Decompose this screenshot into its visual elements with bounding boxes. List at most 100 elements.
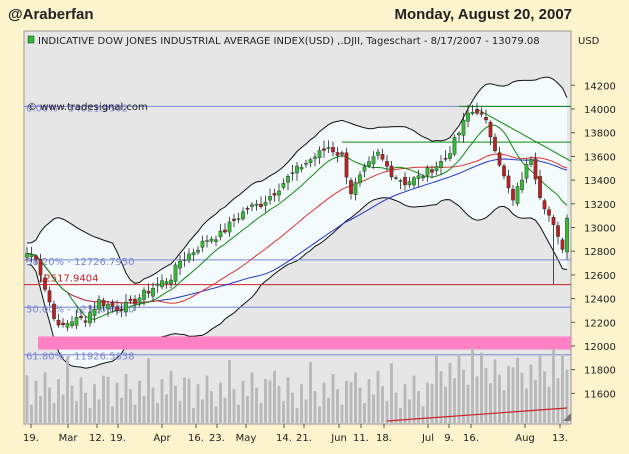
candle-body bbox=[79, 316, 83, 319]
x-tick-label-7: May bbox=[236, 433, 257, 444]
candle-body bbox=[88, 312, 92, 324]
candle-body bbox=[142, 289, 146, 300]
candle-body bbox=[313, 156, 317, 159]
volume-bar bbox=[408, 399, 411, 424]
candle-body bbox=[353, 182, 358, 195]
volume-bar bbox=[30, 404, 33, 424]
candle-body bbox=[452, 137, 457, 155]
x-tick-label-2: 12. bbox=[89, 433, 105, 444]
x-tick-label-12: 18. bbox=[376, 433, 392, 444]
candle-body bbox=[245, 208, 250, 210]
volume-bar bbox=[529, 364, 533, 424]
candle-body bbox=[178, 260, 182, 269]
y-tick-label-13: 14200 bbox=[584, 81, 616, 92]
candle-body bbox=[344, 152, 349, 178]
volume-bar bbox=[61, 394, 65, 424]
volume-bar bbox=[151, 387, 155, 424]
candle-body bbox=[83, 320, 88, 323]
volume-bar bbox=[255, 387, 258, 424]
volume-bar bbox=[376, 370, 380, 424]
volume-bar bbox=[124, 374, 128, 424]
volume-bar bbox=[412, 375, 416, 424]
candle-body bbox=[74, 317, 79, 326]
candle-body bbox=[389, 165, 394, 178]
candle-body bbox=[380, 154, 385, 160]
volume-bar bbox=[214, 406, 218, 424]
volume-bar bbox=[102, 375, 105, 424]
candle-body bbox=[515, 186, 520, 204]
volume-bar bbox=[282, 401, 285, 424]
volume-bar bbox=[475, 376, 479, 424]
candle-body bbox=[70, 321, 74, 327]
candle-body bbox=[160, 280, 164, 288]
volume-bar bbox=[192, 408, 195, 424]
volume-bar bbox=[421, 406, 425, 424]
candle-body bbox=[371, 156, 376, 165]
highlight-band bbox=[38, 336, 571, 350]
candle-body bbox=[479, 112, 484, 115]
candle-body bbox=[335, 152, 340, 156]
volume-bar bbox=[232, 389, 236, 424]
candle-body bbox=[236, 218, 241, 220]
volume-bar bbox=[295, 408, 299, 424]
volume-bar bbox=[502, 390, 506, 424]
volume-bar bbox=[241, 380, 245, 424]
volume-bar bbox=[75, 401, 78, 424]
volume-bar bbox=[147, 358, 150, 424]
resize-corner-icon bbox=[563, 413, 571, 421]
candle-body bbox=[250, 204, 254, 207]
candle-body bbox=[493, 136, 497, 152]
candle-body bbox=[385, 161, 389, 167]
volume-bar bbox=[70, 385, 74, 424]
volume-bar bbox=[264, 379, 267, 424]
volume-bar bbox=[129, 389, 132, 424]
candle-body bbox=[425, 167, 430, 176]
candle-body bbox=[529, 158, 533, 165]
candle-body bbox=[520, 179, 524, 190]
candle-body bbox=[29, 254, 34, 258]
volume-bar bbox=[84, 392, 87, 424]
x-tick-label-9: 21. bbox=[296, 433, 312, 444]
candle-body bbox=[394, 177, 398, 179]
candle-body bbox=[317, 150, 322, 158]
y-tick-label-7: 13000 bbox=[584, 224, 616, 235]
candle-body bbox=[358, 174, 362, 184]
candle-body bbox=[421, 176, 425, 179]
y-tick-label-0: 11600 bbox=[584, 389, 616, 400]
candle-body bbox=[38, 259, 43, 275]
volume-bar bbox=[453, 378, 456, 424]
candle-body bbox=[146, 290, 151, 294]
candle-body bbox=[439, 161, 443, 168]
header-date: Monday, August 20, 2007 bbox=[394, 6, 572, 23]
volume-bar bbox=[210, 391, 213, 424]
volume-trend-line bbox=[386, 407, 568, 422]
candle-body bbox=[506, 175, 511, 189]
candle-body bbox=[151, 288, 155, 297]
candle-body bbox=[322, 148, 326, 151]
x-tick-label-3: 19. bbox=[110, 433, 126, 444]
volume-bar bbox=[187, 378, 191, 424]
candle-body bbox=[551, 217, 556, 225]
volume-bar bbox=[106, 377, 110, 424]
volume-bar bbox=[327, 397, 330, 424]
candlestick-series bbox=[25, 102, 569, 332]
volume-bar bbox=[525, 388, 528, 424]
volume-bar bbox=[390, 363, 393, 424]
volume-bar bbox=[43, 372, 47, 424]
volume-bar bbox=[457, 354, 461, 424]
candle-body bbox=[56, 319, 61, 326]
volume-bar bbox=[196, 384, 200, 424]
candle-body bbox=[209, 238, 214, 242]
volume-bar bbox=[547, 386, 551, 424]
y-tick-label-2: 12000 bbox=[584, 342, 616, 353]
volume-bar bbox=[174, 385, 177, 424]
candle-body bbox=[169, 279, 173, 284]
volume-bar bbox=[237, 404, 240, 424]
candle-body bbox=[232, 218, 236, 221]
candle-body bbox=[565, 217, 569, 253]
volume-bar bbox=[34, 380, 38, 424]
volume-bar bbox=[142, 396, 146, 424]
volume-bar bbox=[466, 384, 470, 424]
candle-body bbox=[308, 159, 313, 164]
candle-body bbox=[281, 182, 286, 188]
